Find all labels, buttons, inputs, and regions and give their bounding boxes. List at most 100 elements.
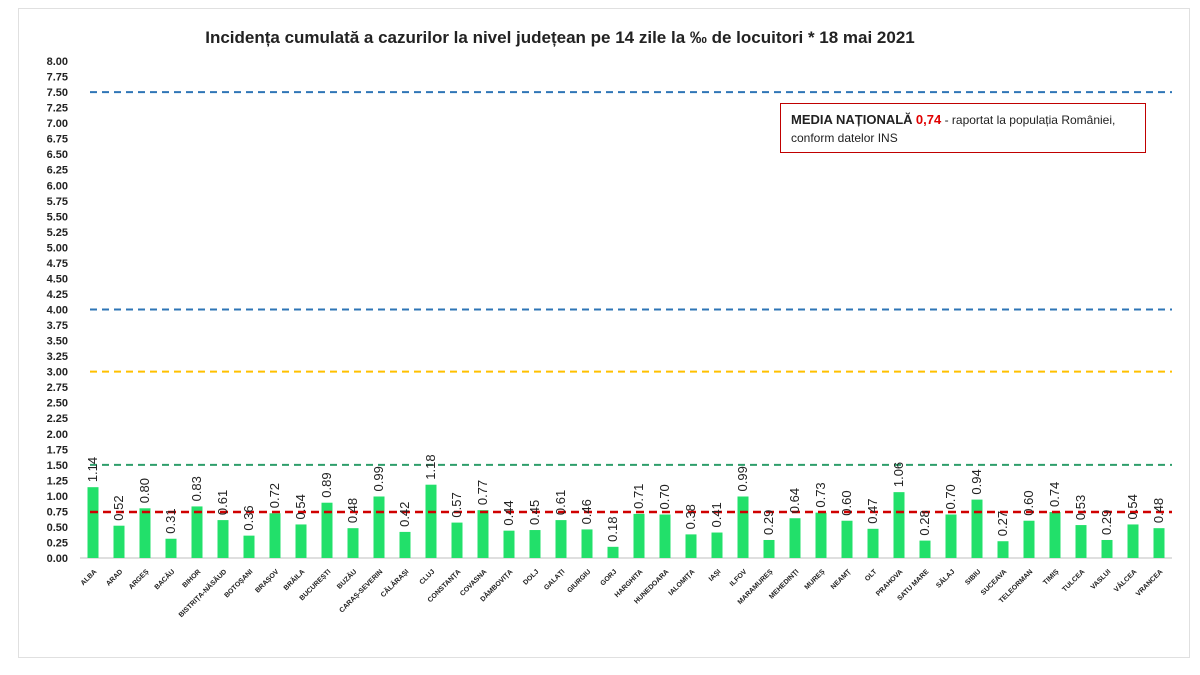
y-tick-label: 7.25 (47, 103, 68, 115)
value-label: 0.41 (709, 502, 724, 527)
bar-neamț (841, 520, 853, 558)
y-tick-label: 0.75 (47, 506, 68, 518)
category-label: GALAȚI (543, 568, 566, 591)
category-label: GORJ (599, 568, 618, 587)
value-label: 0.77 (475, 480, 490, 505)
value-label: 0.54 (1125, 494, 1140, 519)
bar-teleorman (1023, 520, 1035, 558)
category-label: ARGEȘ (128, 568, 151, 591)
value-label: 0.28 (917, 510, 932, 535)
value-label: 0.46 (579, 499, 594, 524)
category-label: ARAD (105, 568, 124, 587)
value-label: 0.45 (527, 500, 542, 525)
value-label: 0.99 (735, 466, 750, 491)
chart-frame (18, 8, 1190, 658)
y-tick-label: 1.25 (47, 475, 68, 487)
bar-brăila (295, 524, 307, 558)
bar-arad (113, 525, 125, 558)
y-tick-label: 2.50 (47, 398, 68, 410)
value-label: 0.29 (761, 510, 776, 535)
value-label: 0.64 (787, 488, 802, 513)
bar-constanța (451, 522, 463, 558)
y-tick-label: 2.75 (47, 382, 68, 394)
value-label: 0.70 (943, 484, 958, 509)
note-value: 0,74 (915, 112, 942, 127)
value-label: 0.31 (163, 508, 178, 533)
bar-ilfov (737, 496, 749, 558)
bar-mureș (815, 512, 827, 558)
value-label: 0.72 (267, 483, 282, 508)
category-label: DOLJ (522, 568, 540, 586)
value-label: 0.52 (111, 495, 126, 520)
value-label: 0.60 (839, 490, 854, 515)
bar-vaslui (1101, 539, 1113, 558)
bar-mehedinți (789, 518, 801, 558)
value-label: 0.60 (1021, 490, 1036, 515)
bar-galați (555, 520, 567, 558)
bar-covasna (477, 510, 489, 558)
value-label: 0.36 (241, 505, 256, 530)
bar-caraș-severin (373, 496, 385, 558)
bar-hunedoara (659, 514, 671, 558)
category-label: VASLUI (1090, 568, 1113, 591)
y-tick-label: 1.00 (47, 491, 68, 503)
y-tick-label: 3.75 (47, 320, 68, 332)
value-label: 0.70 (657, 484, 672, 509)
bar-dolj (529, 530, 541, 558)
category-label: BIHOR (182, 568, 203, 589)
bar-alba (87, 487, 99, 558)
category-label: CLUJ (419, 568, 437, 586)
category-label: BUZĂU (335, 567, 359, 591)
value-label: 0.94 (969, 469, 984, 494)
y-tick-label: 1.50 (47, 460, 68, 472)
value-label: 0.18 (605, 517, 620, 542)
value-label: 0.61 (553, 490, 568, 515)
y-tick-label: 6.75 (47, 134, 68, 146)
category-label: NEAMȚ (830, 568, 853, 591)
category-label: VRANCEA (1135, 568, 1164, 597)
bar-timiș (1049, 512, 1061, 558)
bar-iași (711, 532, 723, 558)
national-average-note: MEDIA NAȚIONALĂ 0,74 - raportat la popul… (780, 103, 1146, 153)
category-label: BRAȘOV (254, 568, 280, 594)
y-tick-label: 2.00 (47, 429, 68, 441)
category-label: TULCEA (1061, 568, 1086, 593)
bar-buzău (347, 528, 359, 558)
y-tick-label: 7.50 (47, 87, 68, 99)
y-tick-label: 3.50 (47, 336, 68, 348)
category-label: ALBA (80, 568, 99, 587)
category-label: MUREȘ (804, 568, 827, 591)
y-tick-label: 7.75 (47, 72, 68, 84)
y-tick-label: 3.00 (47, 367, 68, 379)
category-label: ILFOV (729, 568, 749, 588)
value-label: 0.48 (1151, 498, 1166, 523)
bar-argeș (139, 508, 151, 558)
value-label: 0.53 (1073, 495, 1088, 520)
value-label: 0.89 (319, 472, 334, 497)
bar-bistrița-năsăud (217, 520, 229, 558)
bar-sălaj (945, 514, 957, 558)
y-tick-label: 0.25 (47, 537, 68, 549)
bar-satu mare (919, 540, 931, 558)
bar-bacău (165, 538, 177, 558)
value-label: 0.57 (449, 492, 464, 517)
category-label: OLT (864, 568, 879, 583)
category-label: BISTRIȚA-NĂSĂUD (176, 567, 228, 619)
value-label: 0.44 (501, 500, 516, 525)
y-tick-label: 6.00 (47, 180, 68, 192)
y-tick-label: 0.50 (47, 522, 68, 534)
bar-harghita (633, 513, 645, 558)
value-label: 1.14 (85, 457, 100, 482)
bar-dâmbovița (503, 530, 515, 558)
note-rest: - raportat la populația României, (944, 113, 1116, 127)
value-label: 0.27 (995, 511, 1010, 536)
value-label: 0.29 (1099, 510, 1114, 535)
value-label: 0.99 (371, 466, 386, 491)
value-label: 0.71 (631, 484, 646, 509)
note-line2: conform datelor INS (791, 131, 898, 145)
category-label: BRĂILA (281, 567, 306, 592)
bar-maramureș (763, 539, 775, 558)
bar-giurgiu (581, 529, 593, 558)
y-tick-label: 6.50 (47, 149, 68, 161)
